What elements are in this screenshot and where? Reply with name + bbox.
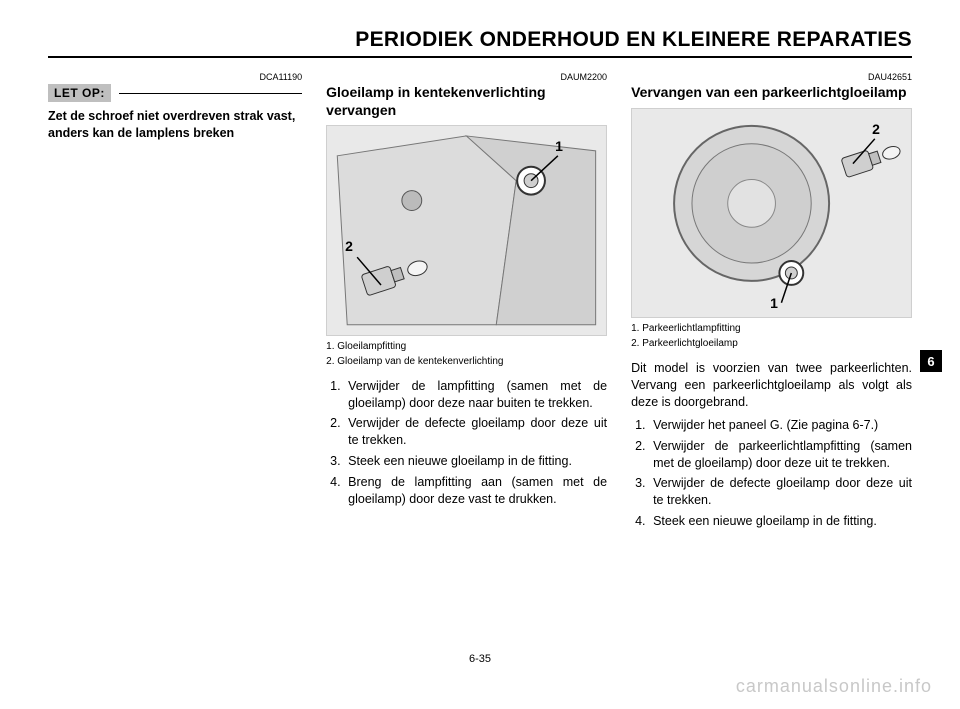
- doc-id: DAUM2200: [326, 72, 607, 82]
- section-heading: Vervangen van een parkeerlichtgloeilamp: [631, 84, 912, 102]
- watermark: carmanualsonline.info: [736, 676, 932, 697]
- step-item: Verwijder de parkeerlichtlampfit­ting (s…: [631, 438, 912, 472]
- manual-page: PERIODIEK ONDERHOUD EN KLEINERE REPARATI…: [0, 0, 960, 709]
- callout-2: 2: [872, 121, 880, 137]
- doc-id: DCA11190: [48, 72, 302, 82]
- chapter-tab: 6: [920, 350, 942, 372]
- figure-license-plate-bulb: 1 2: [326, 125, 607, 336]
- caption-line: 1. Parkeerlichtlampfitting: [631, 322, 912, 335]
- step-item: Steek een nieuwe gloeilamp in de fitting…: [326, 453, 607, 470]
- intro-text: Dit model is voorzien van twee parkeer­l…: [631, 360, 912, 411]
- page-number: 6-35: [0, 653, 960, 665]
- step-item: Steek een nieuwe gloeilamp in de fitting…: [631, 513, 912, 530]
- notice-badge: LET OP:: [48, 84, 111, 102]
- column-3: DAU42651 Vervangen van een parkeerlichtg…: [631, 72, 912, 534]
- steps-list: Verwijder de lampfitting (samen met de g…: [326, 378, 607, 508]
- columns: DCA11190 LET OP: Zet de schroef niet ove…: [48, 72, 912, 534]
- doc-id: DAU42651: [631, 72, 912, 82]
- column-1: DCA11190 LET OP: Zet de schroef niet ove…: [48, 72, 302, 534]
- step-item: Verwijder het paneel G. (Zie pagi­na 6-7…: [631, 417, 912, 434]
- caption-line: 2. Gloeilamp van de kentekenverlichting: [326, 355, 607, 368]
- notice-row: LET OP:: [48, 84, 302, 102]
- step-item: Breng de lampfitting aan (samen met de g…: [326, 474, 607, 508]
- column-2: DAUM2200 Gloeilamp in kentekenverlichtin…: [326, 72, 607, 534]
- step-item: Verwijder de defecte gloeilamp door deze…: [631, 475, 912, 509]
- notice-rule: [119, 93, 302, 94]
- figure-captions: 1. Gloeilampfitting 2. Gloeilamp van de …: [326, 340, 607, 368]
- figure-captions: 1. Parkeerlichtlampfitting 2. Parkeerlic…: [631, 322, 912, 350]
- steps-list: Verwijder het paneel G. (Zie pagi­na 6-7…: [631, 417, 912, 530]
- step-item: Verwijder de lampfitting (samen met de g…: [326, 378, 607, 412]
- header-rule: [48, 56, 912, 58]
- figure-parking-light-bulb: 2 1: [631, 108, 912, 319]
- callout-2: 2: [345, 238, 353, 254]
- step-item: Verwijder de defecte gloeilamp door deze…: [326, 415, 607, 449]
- notice-text: Zet de schroef niet overdreven strak vas…: [48, 108, 302, 142]
- caption-line: 2. Parkeerlichtgloeilamp: [631, 337, 912, 350]
- figure-svg: [327, 126, 606, 335]
- callout-1: 1: [555, 138, 563, 154]
- section-heading: Gloeilamp in kentekenverlichting vervang…: [326, 84, 607, 119]
- figure-svg: [632, 109, 911, 318]
- page-title: PERIODIEK ONDERHOUD EN KLEINERE REPARATI…: [48, 28, 912, 52]
- callout-1: 1: [770, 295, 778, 311]
- caption-line: 1. Gloeilampfitting: [326, 340, 607, 353]
